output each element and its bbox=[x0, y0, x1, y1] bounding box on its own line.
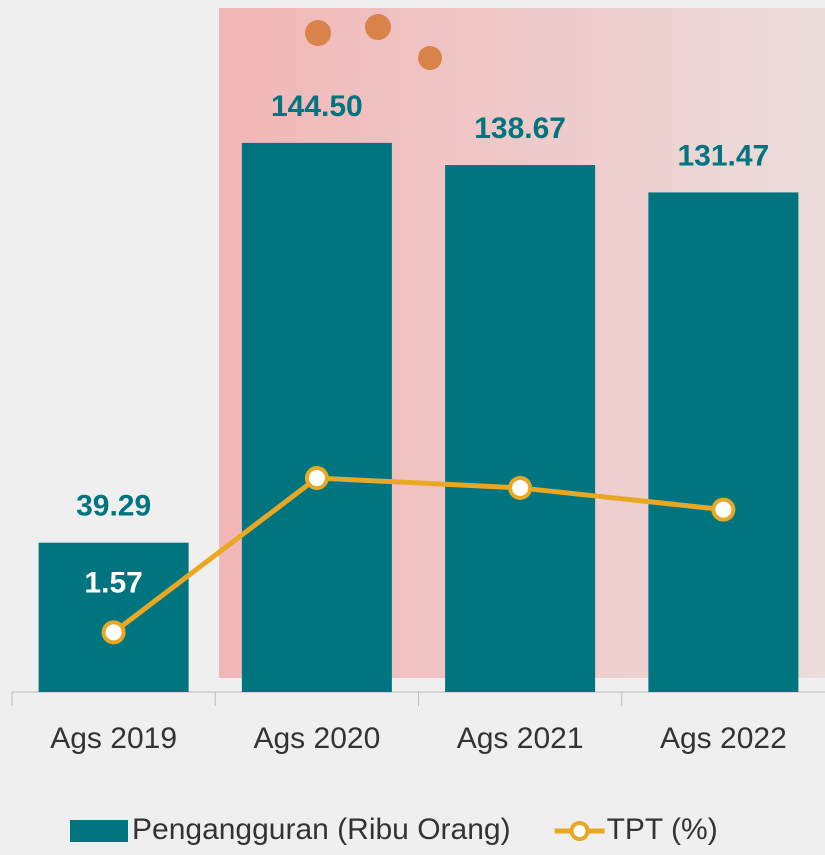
line-value-label: 5.63 bbox=[288, 412, 346, 445]
bar-value-label: 138.67 bbox=[474, 112, 566, 145]
line-marker bbox=[304, 466, 329, 491]
line-marker bbox=[101, 620, 126, 645]
bar bbox=[648, 192, 799, 692]
bar-value-label: 144.50 bbox=[271, 90, 363, 123]
legend-swatch bbox=[70, 820, 128, 842]
virus-icons bbox=[305, 14, 442, 70]
line bbox=[112, 475, 724, 635]
x-tick-label: Ags 2022 bbox=[660, 722, 787, 755]
line-marker bbox=[711, 497, 736, 522]
x-tick-label: Ags 2019 bbox=[50, 722, 177, 755]
bar bbox=[241, 142, 392, 692]
bar-value-label: 131.47 bbox=[677, 139, 769, 172]
line-marker bbox=[508, 475, 533, 500]
legend-label: Pengangguran (Ribu Orang) bbox=[132, 813, 511, 846]
x-tick-label: Ags 2021 bbox=[457, 722, 584, 755]
bar bbox=[38, 542, 189, 692]
bar-value-label: 39.29 bbox=[76, 490, 151, 523]
legend-label: TPT (%) bbox=[607, 813, 718, 846]
legend-swatch bbox=[569, 821, 590, 841]
x-tick-label: Ags 2020 bbox=[253, 722, 380, 755]
line-value-label: 5.37 bbox=[491, 422, 549, 455]
line-value-label: 1.57 bbox=[84, 566, 142, 599]
line-value-label: 4.80 bbox=[694, 444, 752, 477]
bar bbox=[445, 165, 596, 692]
